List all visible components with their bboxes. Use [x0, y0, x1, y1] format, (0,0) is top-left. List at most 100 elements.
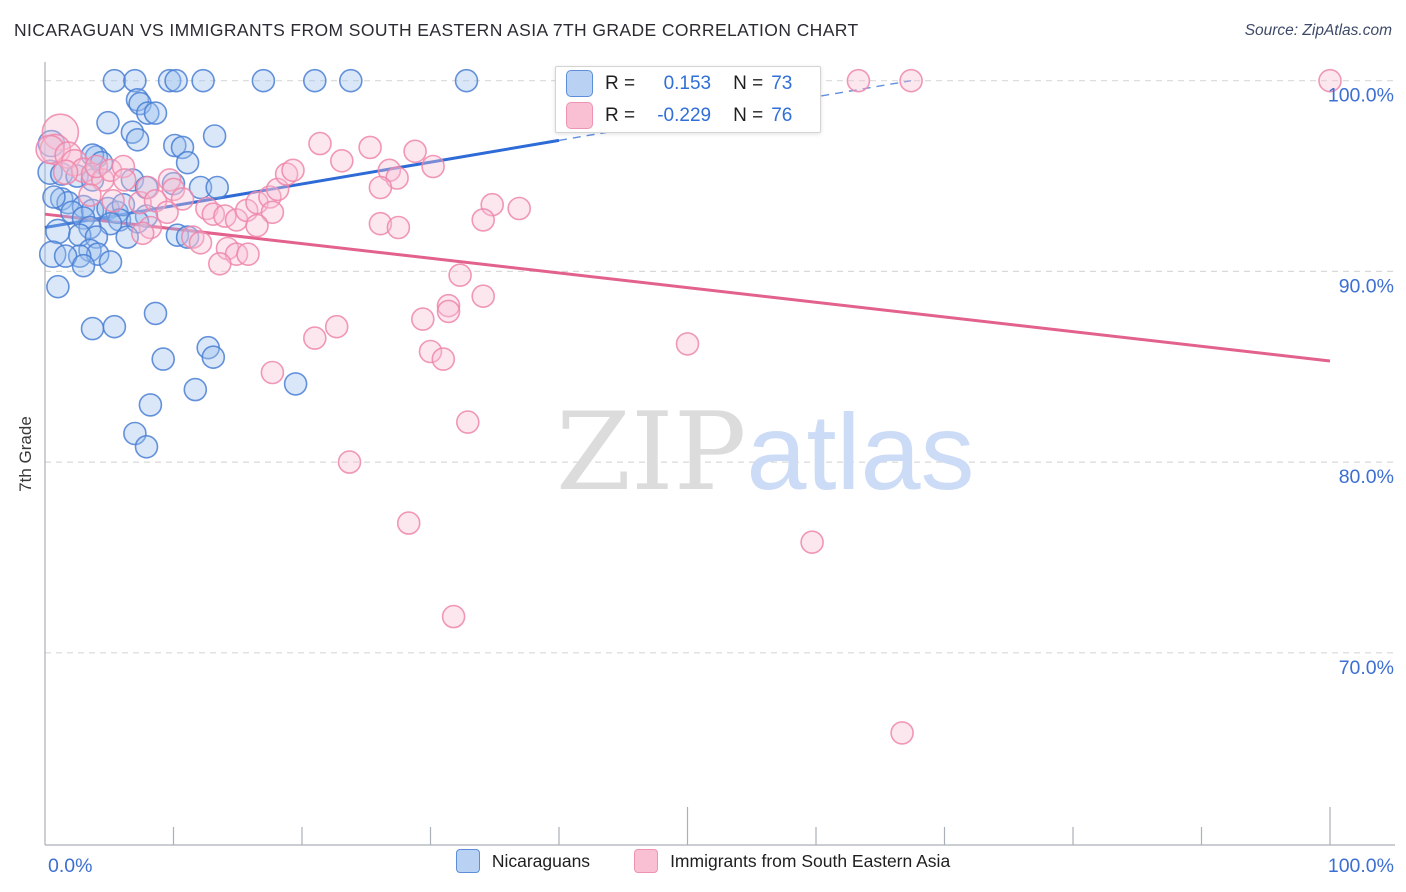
immigrants-point	[155, 200, 179, 225]
nicaraguans-point	[205, 175, 229, 200]
immigrants-point	[136, 175, 160, 200]
nicaraguans-point	[80, 316, 105, 341]
nicaraguans-point	[157, 68, 182, 93]
nicaraguans-point	[45, 218, 71, 245]
nicaraguans-point	[138, 393, 163, 417]
scatter-points	[35, 68, 1342, 745]
r-value: 0.153	[663, 72, 712, 94]
nicaraguans-point	[102, 314, 127, 339]
immigrants-point	[337, 450, 362, 474]
stats-row-immigrants: R = -0.229 N = 76	[566, 102, 810, 129]
immigrants-point	[403, 139, 427, 164]
immigrants-point	[130, 221, 155, 246]
nicaraguans-point	[202, 124, 227, 148]
nicaraguans-point	[175, 225, 200, 249]
immigrants-point	[846, 68, 871, 93]
immigrants-point	[1318, 68, 1342, 93]
immigrants-point	[78, 183, 102, 207]
nicaraguans-point	[125, 128, 150, 152]
x-axis-edge-labels: 0.0% 100.0%	[48, 855, 1394, 877]
immigrants-point	[84, 154, 109, 179]
pink-series-swatch	[566, 102, 593, 129]
n-label: N =	[733, 104, 764, 126]
nicaraguans-point	[201, 345, 226, 370]
immigrants-point	[386, 215, 411, 240]
immigrants-point	[260, 360, 285, 385]
page-title: NICARAGUAN VS IMMIGRANTS FROM SOUTH EAST…	[14, 20, 859, 40]
immigrants-point	[245, 213, 269, 238]
nicaraguans-point	[151, 347, 175, 371]
pink-legend-swatch	[634, 849, 659, 873]
blue-legend-swatch	[455, 849, 480, 873]
immigrants-point	[35, 134, 65, 165]
r-label: R =	[605, 104, 636, 126]
immigrants-point	[329, 149, 354, 173]
immigrants-point	[431, 347, 456, 371]
immigrants-point	[274, 162, 299, 186]
immigrants-point	[396, 511, 421, 535]
immigrants-point	[358, 135, 382, 160]
gridlines	[45, 80, 1395, 654]
y-tick-label: 80.0%	[1339, 466, 1394, 488]
nicaraguans-point	[143, 301, 168, 326]
x-axis-ticks	[172, 807, 1331, 845]
x-min-label: 0.0%	[48, 855, 92, 877]
stats-legend-box: R = 0.153 N = 73 R = -0.229 N = 76	[555, 66, 821, 133]
immigrants-point	[52, 159, 79, 185]
legend-item-immigrants: Immigrants from South Eastern Asia	[634, 849, 950, 873]
nicaraguans-point	[134, 434, 159, 459]
immigrants-point	[98, 158, 123, 183]
nicaraguans-point	[84, 225, 109, 249]
nicaraguans-point	[283, 372, 308, 396]
nicaraguans-point	[102, 68, 127, 93]
immigrants-point	[308, 131, 332, 156]
immigrants-point	[188, 231, 213, 255]
nicaraguans-point	[60, 200, 84, 225]
immigrants-point	[436, 299, 461, 324]
immigrants-point	[112, 168, 137, 192]
nicaraguans-point	[251, 68, 276, 93]
nicaraguans-point	[175, 150, 200, 175]
nicaraguans-point	[71, 253, 96, 278]
y-tick-label: 100.0%	[1328, 85, 1394, 107]
series-legend: Nicaraguans Immigrants from South Easter…	[0, 849, 1406, 873]
immigrants-point	[448, 263, 472, 288]
nicaraguans-point	[302, 68, 327, 93]
nicaraguans-point	[143, 101, 168, 125]
n-value: 73	[771, 72, 793, 94]
immigrants-point	[471, 208, 496, 232]
n-label: N =	[733, 72, 764, 94]
nicaraguans-point	[42, 185, 66, 209]
nicaraguans-point	[46, 274, 70, 299]
source-credit: Source: ZipAtlas.com	[1244, 22, 1392, 39]
immigrants-point	[170, 187, 195, 211]
nicaraguans-point	[188, 175, 213, 200]
immigrants-point	[507, 196, 532, 221]
legend-item-nicaraguans: Nicaraguans	[455, 849, 591, 873]
immigrants-point	[101, 189, 125, 213]
nicaraguans-point	[98, 250, 123, 274]
immigrants-point	[281, 158, 305, 183]
immigrants-point	[410, 307, 435, 331]
nicaraguans-point	[53, 244, 78, 268]
immigrants-point	[455, 410, 480, 434]
immigrants-point	[260, 200, 285, 225]
legend-label: Nicaraguans	[491, 850, 591, 871]
nicaraguans-point	[123, 421, 147, 446]
immigrants-point	[161, 177, 186, 202]
immigrants-point	[418, 339, 443, 364]
nicaraguans-point	[163, 133, 187, 158]
nicaraguans-point	[96, 110, 120, 135]
nicaraguans-point	[338, 68, 363, 93]
y-axis-title: 7th Grade	[16, 416, 35, 492]
immigrants-point	[436, 293, 461, 318]
nicaraguans-point	[120, 168, 145, 192]
immigrants-point	[208, 251, 232, 276]
nicaraguans-point	[170, 135, 195, 160]
immigrants-point	[421, 154, 445, 179]
nicaraguans-point	[164, 68, 188, 93]
zipatlas-watermark: ZIPatlas	[556, 390, 975, 515]
blue-series-swatch	[566, 70, 593, 97]
